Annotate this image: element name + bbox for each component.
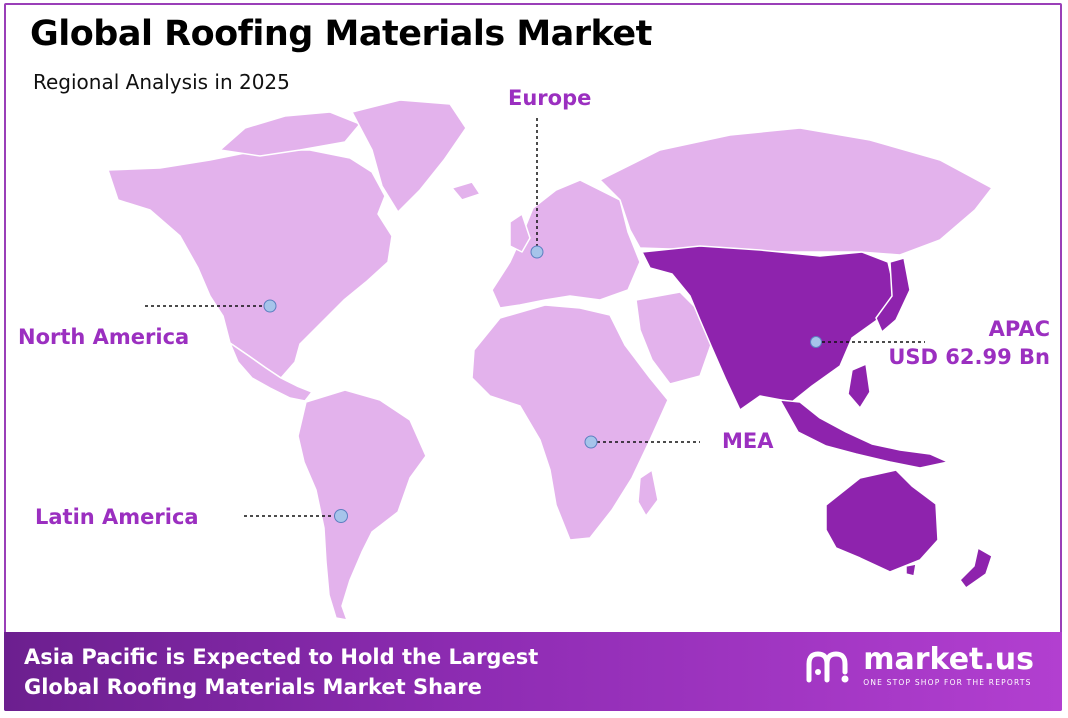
- philippines-shape: [847, 363, 871, 409]
- uk-shape: [509, 213, 531, 253]
- north-america-marker: [263, 299, 277, 313]
- mea-label: MEA: [722, 429, 774, 453]
- north-asia-shape: [599, 127, 993, 256]
- new-zealand-shape: [959, 547, 993, 589]
- europe-label: Europe: [508, 86, 592, 110]
- brand-name: market.us: [863, 642, 1034, 677]
- apac-marker: [810, 336, 822, 348]
- footer-line-2: Global Roofing Materials Market Share: [24, 675, 482, 699]
- south-america-shape: [297, 389, 427, 621]
- north-america-shape: [107, 149, 393, 379]
- apac-value: USD 62.99 Bn: [888, 345, 1050, 369]
- europe-shape: [491, 179, 641, 309]
- central-america-shape: [229, 342, 313, 402]
- southeast-asia-islands-shape: [779, 399, 949, 469]
- mea-marker: [584, 435, 598, 449]
- market-us-logo-icon: [806, 650, 849, 682]
- page-title: Global Roofing Materials Market: [30, 14, 652, 54]
- iceland-shape: [451, 181, 481, 201]
- tasmania-shape: [905, 563, 917, 577]
- page-subtitle: Regional Analysis in 2025: [33, 70, 290, 94]
- footer-line-1: Asia Pacific is Expected to Hold the Lar…: [24, 645, 539, 669]
- brand-logo[interactable]: market.us ONE STOP SHOP FOR THE REPORTS: [805, 644, 1034, 687]
- brand-tagline: ONE STOP SHOP FOR THE REPORTS: [863, 678, 1032, 687]
- asia-pacific-shape: [641, 245, 896, 411]
- greenland-shape: [351, 99, 467, 213]
- latin-america-marker: [334, 509, 348, 523]
- brand-text: market.us ONE STOP SHOP FOR THE REPORTS: [863, 642, 1034, 688]
- apac-label: APAC USD 62.99 Bn: [888, 315, 1050, 371]
- footer-banner: Asia Pacific is Expected to Hold the Lar…: [4, 632, 1062, 711]
- north-america-label: North America: [18, 325, 190, 349]
- europe-marker: [530, 245, 544, 259]
- japan-shape: [875, 257, 911, 333]
- madagascar-shape: [637, 469, 659, 517]
- latin-america-label: Latin America: [35, 505, 199, 529]
- middle-east-shape: [635, 291, 713, 385]
- australia-shape: [825, 469, 939, 573]
- apac-name: APAC: [988, 317, 1050, 341]
- africa-shape: [471, 304, 669, 541]
- arctic-islands-shape: [219, 111, 361, 157]
- footer-text: Asia Pacific is Expected to Hold the Lar…: [24, 642, 538, 702]
